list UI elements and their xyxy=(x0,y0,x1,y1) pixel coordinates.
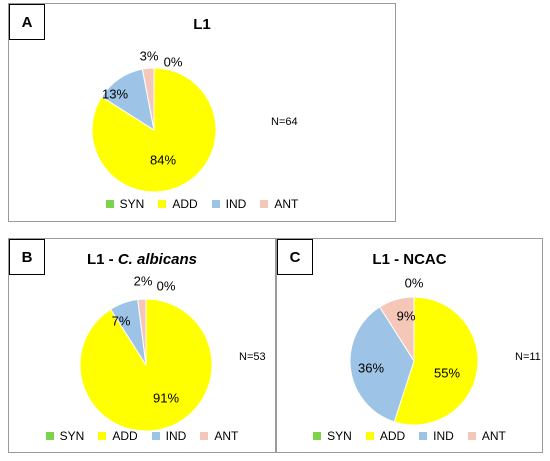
legend-item-ant: ANT xyxy=(200,429,238,443)
pie-label-add: 55% xyxy=(434,365,460,380)
pie-slice-add xyxy=(393,296,479,426)
pie-label-ind: 13% xyxy=(102,86,128,101)
panel-a-pie-chart: 0% 84% 13% 3% N=64 xyxy=(91,48,298,193)
legend-swatch xyxy=(158,200,167,208)
legend-item-ant: ANT xyxy=(260,197,298,211)
legend-swatch xyxy=(200,432,209,440)
legend-label: ADD xyxy=(172,197,198,211)
legend-item-ind: IND xyxy=(151,429,187,443)
panel-b-title: L1 - C. albicans xyxy=(9,251,275,268)
legend-swatch xyxy=(45,432,54,440)
panel-b-pie-chart: 0% 91% 7% 2% N=53 xyxy=(79,273,266,432)
legend-label: ANT xyxy=(274,197,299,211)
pie-label-syn: 0% xyxy=(164,54,183,69)
legend-swatch xyxy=(467,432,476,440)
pie-label-ant: 2% xyxy=(134,273,153,288)
pie-label-ind: 36% xyxy=(358,360,384,375)
legend-label: ANT xyxy=(214,429,239,443)
sample-size-annotation: N=11 xyxy=(515,351,541,363)
pie-slice-ind xyxy=(349,306,415,423)
pie-label-ant: 9% xyxy=(397,308,416,323)
legend-item-ant: ANT xyxy=(467,429,506,443)
legend-label: IND xyxy=(165,429,187,443)
panel-c-pie-chart: 0% 55% 36% 9% N=11 xyxy=(349,275,541,426)
panel-a-legend: SYN ADD IND ANT xyxy=(9,197,395,211)
panel-b-legend: SYN ADD IND ANT xyxy=(9,429,275,443)
legend-label: SYN xyxy=(119,197,145,211)
legend-item-ind: IND xyxy=(419,429,454,443)
panel-b-title-species: C. albicans xyxy=(117,251,198,268)
legend-label: SYN xyxy=(59,429,85,443)
pie-slice-ant xyxy=(137,298,147,366)
panel-c: C L1 - NCAC 0% 55% 36% 9% N=11 SYN ADD IND ANT xyxy=(276,238,543,453)
legend-swatch xyxy=(98,432,107,440)
sample-size-annotation: N=64 xyxy=(271,116,298,128)
panel-b-tag: B xyxy=(9,239,45,275)
panel-c-tag: C xyxy=(277,239,313,275)
pie-label-add: 91% xyxy=(153,390,179,405)
pie-label-syn: 0% xyxy=(157,278,176,293)
panel-c-legend: SYN ADD IND ANT xyxy=(277,429,542,443)
legend-label: IND xyxy=(433,429,454,443)
legend-item-add: ADD xyxy=(158,197,198,211)
panel-b: B L1 - C. albicans 0% 91% 7% 2% N=53 SYN ADD I… xyxy=(8,238,276,453)
legend-swatch xyxy=(313,432,322,440)
panel-a: A L1 0% 84% 13% 3% N=64 SYN ADD IND ANT xyxy=(8,3,396,222)
panel-c-title: L1 - NCAC xyxy=(372,251,447,268)
legend-swatch xyxy=(211,200,220,208)
pie-slice-ant xyxy=(141,67,155,131)
panel-a-title: L1 xyxy=(193,16,211,33)
pie-label-add: 84% xyxy=(150,152,176,167)
legend-swatch xyxy=(151,432,160,440)
legend-label: IND xyxy=(225,197,247,211)
sample-size-annotation: N=53 xyxy=(239,351,266,363)
panel-a-tag: A xyxy=(9,4,45,40)
legend-swatch xyxy=(105,200,114,208)
legend-swatch xyxy=(260,200,269,208)
legend-item-syn: SYN xyxy=(45,429,85,443)
legend-item-ind: IND xyxy=(211,197,247,211)
legend-label: ADD xyxy=(379,429,406,443)
legend-item-syn: SYN xyxy=(105,197,145,211)
legend-label: ADD xyxy=(112,429,138,443)
legend-item-add: ADD xyxy=(98,429,138,443)
legend-item-syn: SYN xyxy=(313,429,352,443)
panel-b-title-prefix: L1 - xyxy=(86,251,118,268)
pie-label-syn: 0% xyxy=(405,275,424,290)
legend-swatch xyxy=(365,432,374,440)
legend-label: ANT xyxy=(481,429,506,443)
pie-label-ind: 7% xyxy=(112,313,131,328)
pie-slice-ant xyxy=(379,296,415,363)
legend-swatch xyxy=(419,432,428,440)
legend-item-add: ADD xyxy=(365,429,406,443)
legend-label: SYN xyxy=(327,429,352,443)
pie-label-ant: 3% xyxy=(140,48,159,63)
